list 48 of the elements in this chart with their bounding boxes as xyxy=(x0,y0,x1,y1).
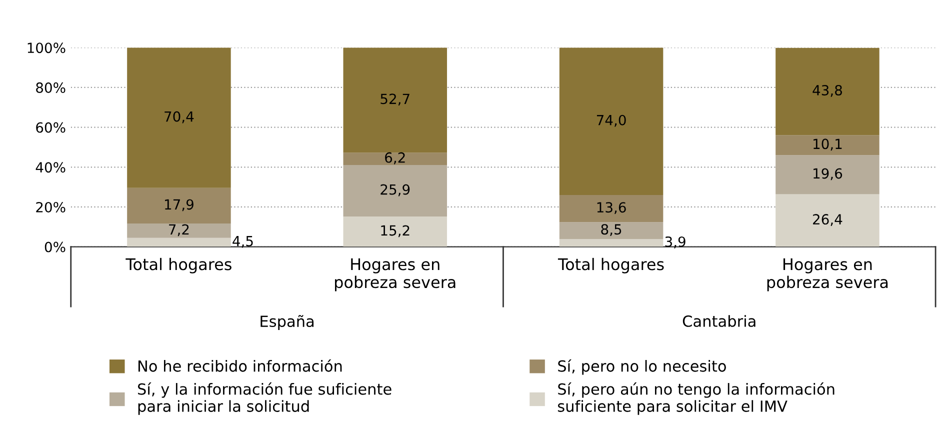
bar xyxy=(127,48,231,188)
bar xyxy=(343,48,448,153)
legend-label: Sí, y la información fue suficiente para iniciar la solicitud xyxy=(138,382,392,415)
bar xyxy=(127,238,231,247)
bar xyxy=(343,152,448,165)
bar xyxy=(776,155,880,194)
data-label: 10,1 xyxy=(814,138,842,151)
data-label: 25,9 xyxy=(380,184,410,196)
bar xyxy=(343,164,448,217)
bar xyxy=(127,188,231,224)
text: Cantabria xyxy=(682,315,756,327)
y-tick-label: 80% xyxy=(36,82,66,93)
y-tick-label: 60% xyxy=(36,122,66,133)
x-tick-label: Total hogares xyxy=(126,258,232,274)
y-tick-label: 20% xyxy=(36,202,66,212)
data-label: 17,9 xyxy=(165,199,194,212)
data-label: 26,4 xyxy=(813,214,842,226)
data-label: 74,0 xyxy=(596,114,626,127)
y-tick-label: 0% xyxy=(44,242,66,252)
text: España xyxy=(260,314,314,330)
bar xyxy=(559,222,664,240)
data-label: 3,9 xyxy=(665,236,686,248)
data-label: 8,5 xyxy=(601,224,622,236)
x-tick-label: Hogares en pobreza severa xyxy=(767,258,888,292)
x-tick-label: Total hogares xyxy=(558,258,664,274)
legend-label: No he recibido información xyxy=(138,359,342,372)
bar xyxy=(559,48,664,196)
data-label: 52,7 xyxy=(380,94,410,106)
bar xyxy=(776,194,880,247)
data-label: 70,4 xyxy=(164,111,194,124)
bar xyxy=(776,48,880,136)
data-label: 4,5 xyxy=(232,236,253,248)
legend-label: Sí, pero no lo necesito xyxy=(558,359,726,375)
data-label: 13,6 xyxy=(597,202,626,214)
data-label: 7,2 xyxy=(169,224,189,236)
data-label: 19,6 xyxy=(814,168,842,180)
x-tick-label: Hogares en pobreza severa xyxy=(335,258,456,292)
bar xyxy=(343,216,448,247)
data-label: 43,8 xyxy=(812,84,842,97)
bar xyxy=(559,239,664,247)
bar xyxy=(559,195,664,222)
y-tick-label: 100% xyxy=(28,42,66,54)
bar xyxy=(776,135,880,156)
y-tick-label: 40% xyxy=(36,162,66,173)
bar xyxy=(127,224,231,238)
data-label: 15,2 xyxy=(381,225,410,238)
legend-label: Sí, pero aún no tengo la información suficiente para solicitar el IMV xyxy=(558,382,834,415)
data-label: 6,2 xyxy=(385,152,405,164)
